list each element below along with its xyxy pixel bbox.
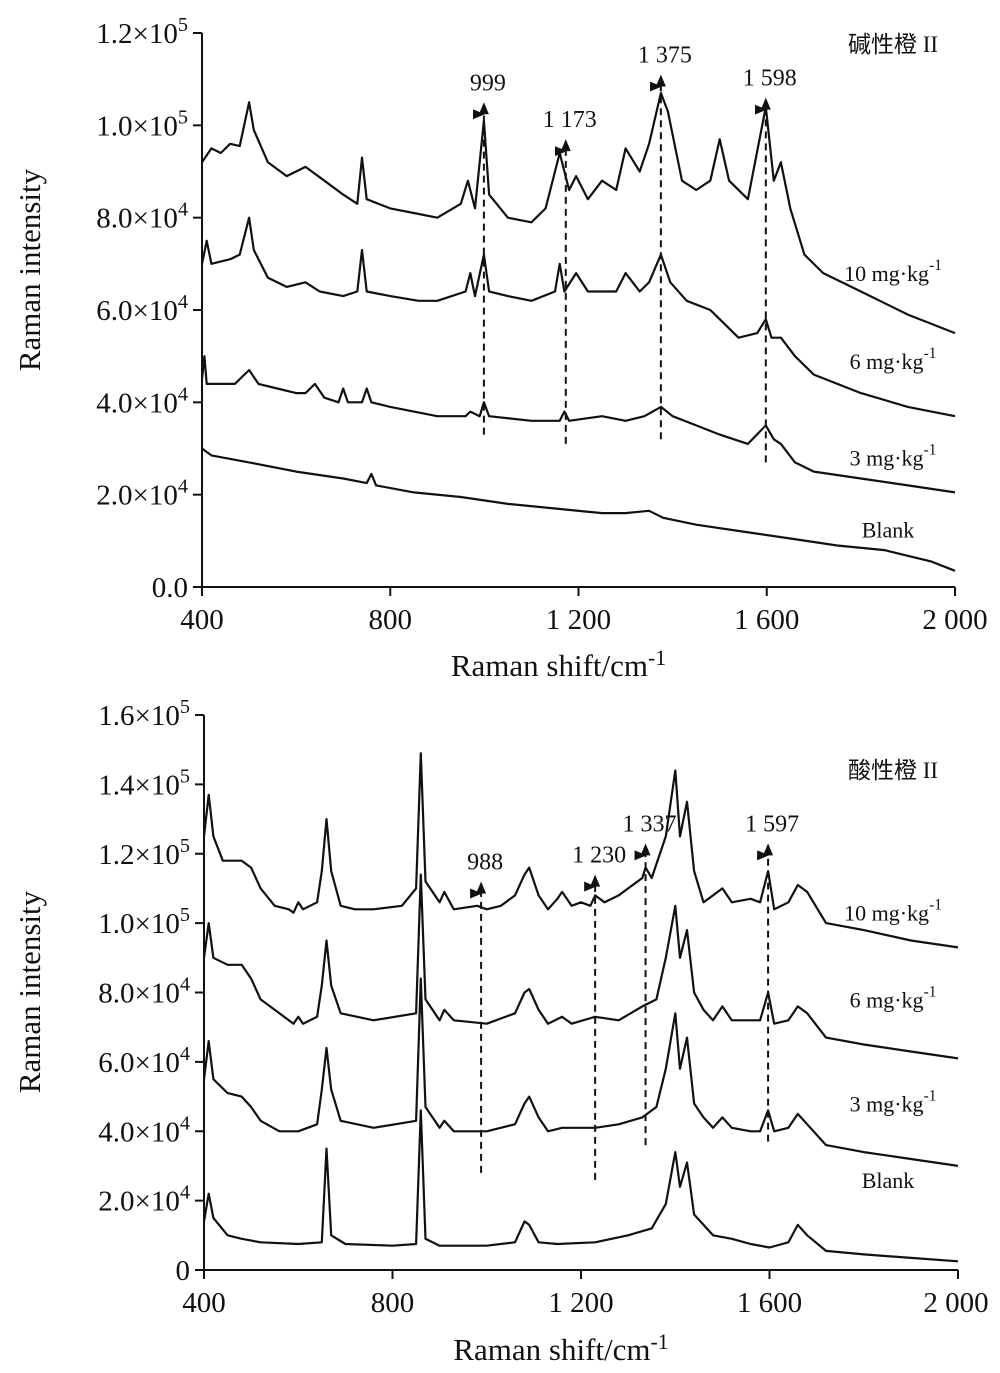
y-tick-label: 1.4×105 (98, 765, 190, 801)
chart-panel-acid-orange: 400 800 1 200 1 600 2 000 0 2.0×104 4.0×104 6.0×… (12, 696, 989, 1367)
y-tick-label: 1.2×105 (96, 14, 188, 50)
y-tick-label: 4.0×104 (98, 1112, 190, 1148)
series-line-blank (201, 447, 956, 572)
y-axis-title: Raman intensity (12, 168, 47, 371)
peak-label: 999 (470, 70, 506, 96)
peak-label: 1 598 (743, 66, 797, 92)
series-label: Blank (862, 517, 915, 542)
series-line-10-mg-kg-1 (201, 91, 956, 335)
series-line-6-mg-kg-1 (200, 216, 956, 418)
y-tick-label: 0 (176, 1255, 191, 1287)
series-label: 10 mg·kg-1 (844, 897, 942, 926)
peak-arrowhead (560, 139, 571, 152)
x-tick-label: 1 200 (546, 604, 611, 636)
y-tick-label: 6.0×104 (96, 291, 188, 327)
chart-title: 酸性橙 II (848, 758, 938, 783)
y-tick-label: 1.6×105 (98, 696, 190, 732)
y-tick-label: 2.0×104 (96, 476, 188, 512)
series-label: 6 mg·kg-1 (850, 345, 937, 374)
series-label: Blank (862, 1168, 915, 1193)
series-line-3-mg-kg-1 (200, 355, 956, 494)
x-tick-label: 1 200 (548, 1287, 613, 1319)
y-tick-label: 6.0×104 (98, 1043, 190, 1079)
series-label: 10 mg·kg-1 (844, 257, 942, 286)
series-line-3-mg-kg-1 (202, 977, 959, 1167)
peak-arrowhead (590, 874, 601, 887)
x-tick-label: 1 600 (737, 1287, 802, 1319)
y-tick-label: 8.0×104 (96, 199, 188, 235)
y-tick-label: 1.0×105 (98, 904, 190, 940)
y-tick-label: 4.0×104 (96, 383, 188, 419)
series-line-10-mg-kg-1 (202, 752, 959, 949)
chart-panel-alkaline-orange: 400 800 1 200 1 600 2 000 0.0 2.0×104 4.0×104 6.… (12, 14, 988, 683)
x-tick-label: 2 000 (922, 604, 987, 636)
x-tick-label: 400 (180, 604, 224, 636)
chart-title: 碱性橙 II (848, 32, 938, 57)
peak-arrowhead (476, 881, 487, 894)
peak-arrowhead (640, 843, 651, 856)
peak-label: 1 375 (638, 43, 692, 69)
y-tick-label: 2.0×104 (98, 1182, 190, 1218)
peak-label: 1 337 (623, 811, 677, 837)
x-tick-label: 2 000 (923, 1287, 988, 1319)
peak-label: 1 597 (745, 811, 799, 837)
series-line-blank (202, 1109, 959, 1263)
series-line-6-mg-kg-1 (202, 873, 959, 1060)
y-tick-label: 1.2×105 (98, 835, 190, 871)
series-label: 3 mg·kg-1 (850, 1088, 937, 1117)
peak-label: 988 (467, 850, 503, 876)
series-label: 6 mg·kg-1 (850, 983, 937, 1012)
peak-label: 1 230 (572, 843, 626, 869)
y-axis-title: Raman intensity (12, 890, 47, 1093)
x-tick-label: 400 (182, 1287, 226, 1319)
peak-arrowhead (478, 102, 489, 115)
x-tick-label: 800 (369, 604, 413, 636)
y-tick-label: 1.0×105 (96, 106, 188, 142)
x-axis-title: Raman shift/cm-1 (451, 646, 666, 683)
x-tick-label: 1 600 (734, 604, 799, 636)
peak-arrowhead (655, 74, 666, 87)
x-tick-label: 800 (371, 1287, 415, 1319)
peak-arrowhead (760, 97, 771, 110)
y-tick-label: 8.0×104 (98, 974, 190, 1010)
y-tick-label: 0.0 (152, 572, 188, 604)
peak-arrowhead (763, 843, 774, 856)
peak-label: 1 173 (543, 107, 597, 133)
x-axis-title: Raman shift/cm-1 (453, 1330, 668, 1367)
series-label: 3 mg·kg-1 (850, 442, 937, 471)
